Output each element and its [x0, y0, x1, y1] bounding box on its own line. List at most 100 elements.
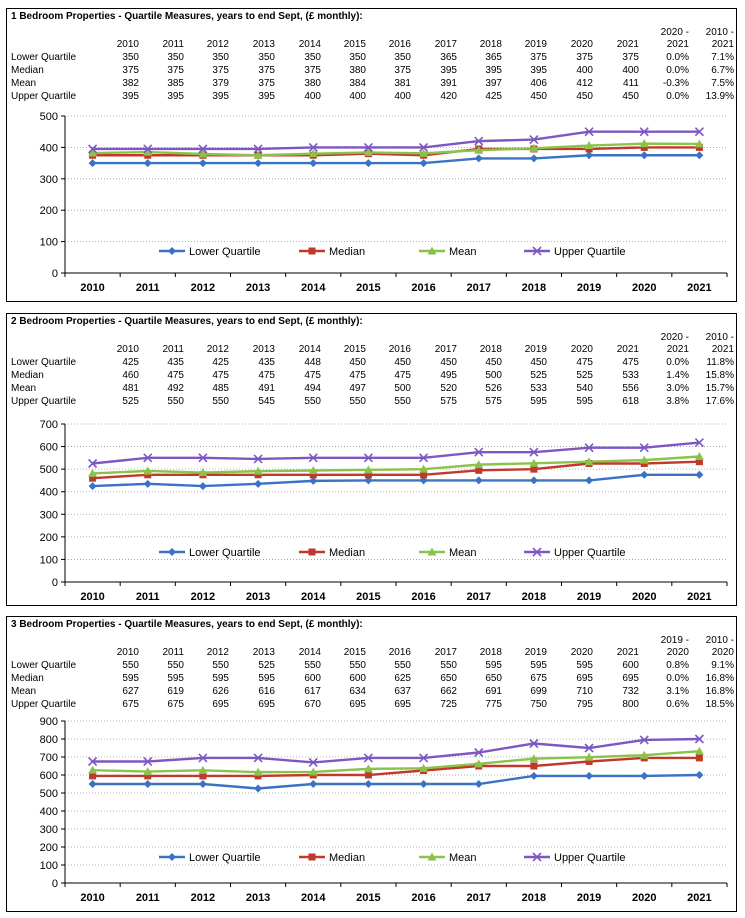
table-cell-value: 450: [530, 357, 547, 368]
data-point: [474, 476, 483, 485]
data-point: [585, 771, 594, 780]
table-year-header: 2018: [479, 39, 502, 50]
table-year-header: 2010: [116, 647, 139, 658]
data-point: [309, 159, 318, 168]
y-tick-label: 700: [40, 419, 58, 431]
data-point: [308, 142, 318, 152]
x-tick-label: 2011: [136, 892, 160, 904]
data-point: [253, 767, 263, 776]
y-tick-label: 0: [52, 268, 58, 280]
table-year-header: 2014: [298, 344, 321, 355]
table-row-label: Mean: [11, 686, 37, 697]
table-cell-value: 381: [394, 78, 411, 89]
data-point: [529, 134, 539, 145]
legend-label: Median: [329, 852, 365, 864]
x-tick-label: 2018: [522, 282, 546, 294]
legend-marker: [427, 547, 437, 556]
table-cell-value: 425: [212, 357, 229, 368]
y-tick-label: 700: [40, 752, 58, 764]
table-year-header: 2020: [570, 647, 593, 658]
table-year-header: 2015: [343, 39, 366, 50]
panel-title: 1 Bedroom Properties - Quartile Measures…: [11, 11, 363, 22]
data-point: [254, 159, 263, 168]
table-cell-value: 395: [258, 91, 275, 102]
data-point: [89, 772, 97, 780]
data-point: [695, 470, 704, 479]
x-tick-label: 2018: [522, 591, 546, 603]
data-point: [143, 479, 152, 488]
x-tick-label: 2014: [301, 591, 326, 603]
line-chart: 0 100 200 300 400 500 600 700 800 900 2010 2011 2012…: [40, 716, 728, 904]
table-cell-change: 15.8%: [705, 370, 734, 381]
table-cell-value: 350: [167, 52, 184, 63]
table-year-header: 2012: [206, 647, 229, 658]
table-cell-value: 695: [576, 673, 593, 684]
y-tick-label: 100: [40, 554, 58, 566]
table-cell-value: 675: [122, 699, 139, 710]
table-cell-value: 550: [349, 660, 366, 671]
data-point: [419, 476, 428, 485]
table-cell-value: 420: [440, 91, 457, 102]
table-cell-value: 691: [485, 686, 502, 697]
table-cell-value: 595: [167, 673, 184, 684]
data-point: [529, 154, 538, 163]
table-cell-value: 375: [212, 65, 229, 76]
data-point: [474, 145, 484, 154]
table-cell-change: 17.6%: [705, 396, 734, 407]
table-cell-value: 710: [576, 686, 593, 697]
data-point: [694, 127, 704, 137]
series-line: [92, 130, 700, 151]
data-point: [253, 753, 263, 763]
table-row-label: Lower Quartile: [11, 52, 77, 63]
data-point: [639, 139, 649, 148]
series-line: [92, 756, 700, 778]
legend-marker: [308, 247, 316, 255]
x-tick-label: 2010: [80, 591, 104, 603]
table-cell-value: 350: [212, 52, 229, 63]
legend-label: Mean: [449, 852, 477, 864]
table-cell-value: 435: [258, 357, 275, 368]
table-cell-value: 395: [530, 65, 547, 76]
y-tick-label: 800: [40, 734, 58, 746]
x-tick-label: 2017: [467, 892, 491, 904]
table-cell-value: 425: [485, 91, 502, 102]
x-tick-label: 2012: [191, 282, 215, 294]
table-cell-value: 397: [485, 78, 502, 89]
data-point: [529, 771, 538, 780]
table-cell-value: 497: [349, 383, 366, 394]
x-tick-label: 2020: [632, 282, 656, 294]
table-cell-value: 450: [622, 91, 639, 102]
y-tick-label: 100: [40, 237, 58, 249]
table-cell-value: 556: [622, 383, 639, 394]
table-cell-value: 350: [122, 52, 139, 63]
legend-marker: [427, 246, 437, 255]
table-year-header: 2019: [524, 344, 547, 355]
series-line: [92, 473, 700, 488]
data-point: [143, 159, 152, 168]
x-tick-label: 2016: [411, 282, 435, 294]
x-tick-label: 2020: [632, 591, 656, 603]
legend-marker: [168, 548, 176, 556]
table-cell-value: 395: [212, 91, 229, 102]
x-tick-label: 2020: [632, 892, 656, 904]
data-point: [584, 752, 594, 761]
table-year-header: 2017: [434, 647, 457, 658]
table-cell-value: 595: [212, 673, 229, 684]
table-year-header: 2020: [570, 344, 593, 355]
data-point: [475, 466, 483, 474]
data-point: [640, 151, 649, 160]
table-cell-value: 634: [349, 686, 366, 697]
table-cell-value: 550: [304, 396, 321, 407]
table-cell-value: 625: [394, 673, 411, 684]
data-point: [253, 144, 263, 154]
y-tick-label: 300: [40, 509, 58, 521]
table-cell-value: 732: [622, 686, 639, 697]
table-row-label: Median: [11, 65, 44, 76]
data-point: [88, 468, 98, 477]
legend-marker: [168, 247, 176, 255]
panel-3-bedroom: 3 Bedroom Properties - Quartile Measures…: [6, 616, 737, 912]
data-point: [309, 476, 318, 485]
table-year-header: 2015: [343, 647, 366, 658]
table-cell-value: 475: [622, 357, 639, 368]
change-header-line-1: 2010 -: [705, 332, 734, 343]
